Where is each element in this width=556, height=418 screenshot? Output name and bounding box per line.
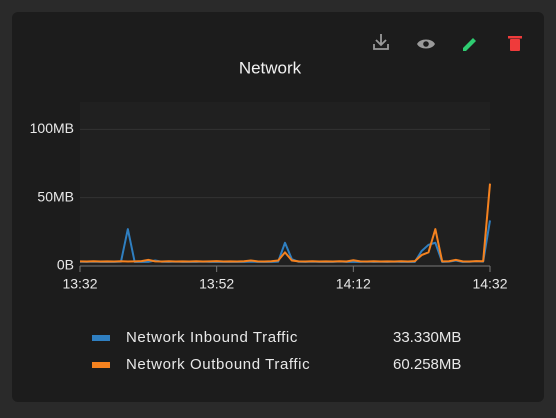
legend-label: Network Outbound Traffic <box>126 356 310 373</box>
legend-swatch <box>92 335 110 341</box>
y-tick-label: 50MB <box>37 188 74 204</box>
delete-icon[interactable] <box>508 36 522 51</box>
edit-icon[interactable] <box>463 38 476 51</box>
y-tick-label: 0B <box>57 257 74 273</box>
legend-value: 33.330MB <box>393 329 461 346</box>
legend-swatch <box>92 362 110 368</box>
view-icon[interactable] <box>417 39 435 49</box>
series-line <box>79 220 491 263</box>
download-icon[interactable] <box>373 34 389 50</box>
plot-area <box>80 102 490 266</box>
legend-value: 60.258MB <box>393 356 461 373</box>
x-tick-label: 13:52 <box>199 276 234 292</box>
x-tick-label: 14:12 <box>336 276 371 292</box>
chart-title: Network <box>239 58 302 77</box>
series-line <box>79 183 491 263</box>
legend-label: Network Inbound Traffic <box>126 329 298 346</box>
x-tick-label: 13:32 <box>62 276 97 292</box>
x-tick-label: 14:32 <box>472 276 507 292</box>
y-tick-label: 100MB <box>30 120 74 136</box>
